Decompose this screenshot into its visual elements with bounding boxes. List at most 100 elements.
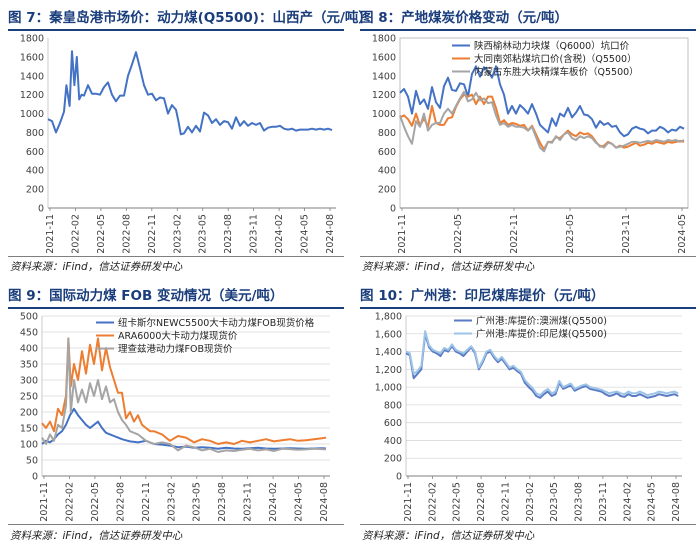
series-line-1	[399, 65, 685, 138]
series-line-1	[405, 332, 679, 399]
series-line-2	[399, 93, 685, 151]
chart-panel-2: 图 8：产地煤炭价格变动（元/吨） 0 200 400 600 800 1000 1200 1…	[360, 8, 696, 278]
x-tick-label: 2023-05	[565, 214, 576, 254]
y-tick-label: 600	[378, 147, 396, 158]
legend-label: 内蒙古东胜大块精煤车板价（Q5500）	[474, 66, 639, 78]
series-line-1	[41, 407, 327, 450]
x-tick-label: 2022-08	[121, 214, 132, 254]
y-tick-label: 150	[20, 424, 38, 435]
y-tick-label: 1,800	[375, 312, 402, 323]
chart-title: 图 9：国际动力煤 FOB 变动情况（美元/吨）	[8, 288, 284, 304]
x-tick-label: 2021-11	[45, 214, 56, 254]
x-tick-label: 2023-11	[249, 214, 260, 254]
y-tick-label: 200	[378, 185, 396, 196]
x-tick-label: 2023-02	[166, 482, 177, 522]
y-tick-label: 1800	[20, 34, 44, 45]
chart-svg: 0 50 100 150 200 250 300 350 400 450 500 2021-11 202…	[20, 312, 330, 522]
x-tick-label: 2022-02	[64, 482, 75, 522]
y-tick-label: 500	[20, 312, 38, 323]
y-tick-label: 1,000	[375, 383, 402, 394]
chart-panel-3: 图 9：国际动力煤 FOB 变动情况（美元/吨） 0 50 100 150 200 250…	[8, 286, 344, 548]
x-tick-label: 2022-05	[452, 482, 463, 522]
y-tick-label: 1,400	[375, 347, 402, 358]
y-tick-label: 200	[384, 454, 402, 465]
chart-title: 图 10：广州港：印尼煤库提价（元/吨）	[360, 288, 605, 304]
x-tick-label: 2024-05	[300, 214, 311, 254]
y-tick-label: 200	[26, 185, 44, 196]
chart-panel-1: 图 7：秦皇岛港市场价：动力煤(Q5500)：山西产（元/吨） 0 200 400 6…	[8, 8, 372, 278]
x-tick-label: 2022-08	[115, 482, 126, 522]
y-tick-label: 400	[384, 436, 402, 447]
y-tick-label: 1600	[372, 52, 396, 63]
title-rule	[360, 29, 696, 31]
chart-panel-4: 图 10：广州港：印尼煤库提价（元/吨） 0 200 400 600 800 1,000 1…	[360, 286, 696, 548]
y-tick-label: 800	[384, 400, 402, 411]
legend-label: 广州港:库提价:印尼煤(Q5500)	[476, 328, 607, 340]
y-tick-label: 1000	[20, 109, 44, 120]
legend-label: 纽卡斯尔NEWC5500大卡动力煤FOB现货价格	[118, 317, 315, 329]
title-rule	[8, 29, 344, 31]
title-rule	[360, 307, 696, 309]
y-tick-label: 1800	[372, 34, 396, 45]
y-tick-label: 1000	[372, 109, 396, 120]
y-tick-label: 1,600	[375, 329, 402, 340]
x-tick-label: 2021-11	[403, 482, 414, 522]
bottom-rule	[8, 524, 344, 525]
series-line-1	[47, 50, 333, 136]
legend-label: 陕西榆林动力块煤（Q6000）坑口价	[474, 40, 630, 52]
legend-label: 广州港:库提价:澳洲煤(Q5500)	[476, 315, 607, 327]
y-tick-label: 100	[20, 440, 38, 451]
x-tick-label: 2024-08	[325, 214, 336, 254]
x-tick-label: 2022-11	[147, 214, 158, 254]
source-note: 资料来源：iFind，信达证券研发中心	[362, 530, 535, 542]
x-tick-label: 2023-08	[217, 482, 228, 522]
y-tick-label: 350	[20, 360, 38, 371]
x-tick-label: 2022-02	[427, 482, 438, 522]
y-tick-label: 800	[26, 128, 44, 139]
y-tick-label: 1400	[372, 71, 396, 82]
x-tick-label: 2022-11	[500, 482, 511, 522]
x-tick-label: 2022-08	[476, 482, 487, 522]
series-line-3	[399, 90, 685, 153]
x-tick-label: 2023-11	[621, 214, 632, 254]
x-tick-label: 2024-02	[274, 214, 285, 254]
x-tick-label: 2022-11	[509, 214, 520, 254]
series-line-3	[41, 337, 327, 453]
legend-label: 大同南郊粘煤坑口价(含税)（Q5500）	[474, 53, 637, 65]
x-tick-label: 2024-05	[647, 482, 658, 522]
y-tick-label: 300	[20, 376, 38, 387]
y-tick-label: 0	[396, 472, 402, 483]
x-tick-label: 2023-02	[525, 482, 536, 522]
source-note: 资料来源：iFind，信达证券研发中心	[10, 261, 183, 273]
y-tick-label: 0	[32, 472, 38, 483]
y-tick-label: 0	[390, 204, 396, 215]
y-tick-label: 200	[20, 408, 38, 419]
y-tick-label: 600	[384, 418, 402, 429]
y-tick-label: 450	[20, 328, 38, 339]
y-tick-label: 600	[26, 147, 44, 158]
legend-label: 理查兹港动力煤FOB现货价	[118, 343, 233, 355]
y-tick-label: 250	[20, 392, 38, 403]
series-line-2	[41, 337, 327, 445]
x-tick-label: 2023-08	[574, 482, 585, 522]
x-tick-label: 2023-11	[243, 482, 254, 522]
x-tick-label: 2022-05	[90, 482, 101, 522]
source-note: 资料来源：iFind，信达证券研发中心	[362, 261, 535, 273]
x-tick-label: 2022-05	[453, 214, 464, 254]
chart-svg: 0 200 400 600 800 1000 1200 1400 1600 1800 2021-11…	[20, 34, 336, 254]
chart-title: 图 8：产地煤炭价格变动（元/吨）	[360, 10, 569, 26]
y-tick-label: 1,200	[375, 365, 402, 376]
x-tick-label: 2023-05	[198, 214, 209, 254]
x-tick-label: 2024-02	[622, 482, 633, 522]
x-tick-label: 2021-11	[39, 482, 50, 522]
x-tick-label: 2024-08	[671, 482, 682, 522]
x-tick-label: 2021-11	[397, 214, 408, 254]
x-tick-label: 2023-05	[549, 482, 560, 522]
bottom-rule	[8, 256, 344, 257]
x-tick-label: 2024-02	[268, 482, 279, 522]
series-line-2	[405, 330, 679, 397]
x-tick-label: 2022-11	[141, 482, 152, 522]
bottom-rule	[360, 256, 696, 257]
y-tick-label: 0	[38, 204, 44, 215]
chart-svg: 0 200 400 600 800 1,000 1,200 1,400 1,600 1,800 20…	[375, 312, 682, 522]
